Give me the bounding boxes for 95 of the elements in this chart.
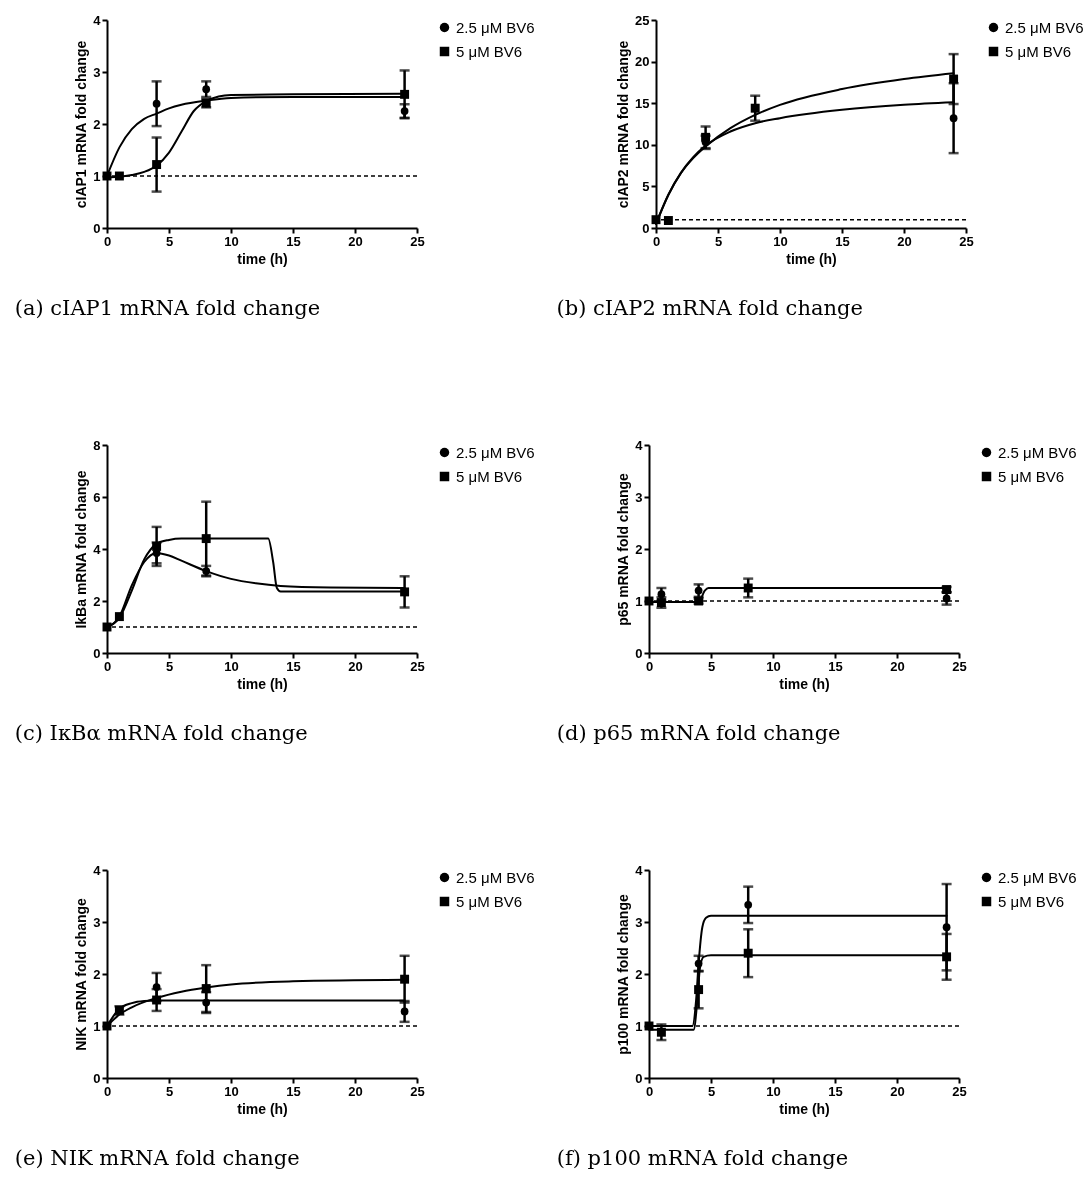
x-tick-label: 10 [224, 658, 239, 674]
legend-label: 5 μM BV6 [998, 467, 1065, 485]
legend-label: 5 μM BV6 [456, 42, 523, 60]
x-axis-title: time (h) [786, 250, 837, 267]
legend-label: 2.5 μM BV6 [456, 18, 535, 36]
y-tick-label: 1 [635, 1018, 643, 1034]
x-tick-label: 20 [890, 658, 905, 674]
x-axis-title: time (h) [237, 1100, 288, 1117]
y-tick-label: 4 [93, 862, 102, 878]
x-tick-label: 0 [103, 658, 112, 674]
x-tick-label: 15 [828, 1083, 843, 1099]
text: (d) p65 mRNA fold change [556, 721, 841, 745]
y-tick-label: 3 [635, 914, 643, 930]
x-tick-label: 15 [828, 658, 843, 674]
y-tick-label: 25 [635, 12, 650, 28]
legend-label: 5 μM BV6 [456, 467, 523, 485]
y-tick-label: 0 [642, 220, 650, 236]
x-tick-label: 5 [714, 233, 723, 249]
x-tick-label: 15 [286, 233, 301, 249]
y-tick-label: 0 [635, 645, 643, 661]
y-tick-label: 0 [93, 645, 101, 661]
x-tick-label: 0 [103, 233, 112, 249]
x-tick-label: 20 [348, 1083, 363, 1099]
y-tick-label: 4 [93, 541, 102, 557]
x-tick-label: 5 [165, 233, 174, 249]
y-axis-title: cIAP2 mRNA fold change [615, 40, 632, 209]
y-tick-label: 2 [635, 966, 643, 982]
y-axis-title: p65 mRNA fold change [615, 472, 632, 626]
text: (c) IκBα mRNA fold change [14, 721, 308, 745]
y-tick-label: 20 [635, 54, 650, 70]
y-axis-title: cIAP1 mRNA fold change [73, 40, 90, 209]
legend-label: 5 μM BV6 [998, 892, 1065, 910]
text: (b) cIAP2 mRNA fold change [556, 296, 863, 320]
x-tick-label: 25 [952, 658, 967, 674]
text: (a) cIAP1 mRNA fold change [14, 296, 321, 320]
x-tick-label: 20 [890, 1083, 905, 1099]
x-axis-title: time (h) [237, 250, 288, 267]
legend-label: 2.5 μM BV6 [456, 443, 535, 461]
y-axis-title: p100 mRNA fold change [615, 894, 632, 1055]
x-tick-label: 20 [348, 658, 363, 674]
x-tick-label: 0 [652, 233, 661, 249]
x-tick-label: 10 [224, 233, 239, 249]
x-tick-label: 15 [286, 658, 301, 674]
legend-label: 5 μM BV6 [1005, 42, 1072, 60]
x-tick-label: 10 [773, 233, 788, 249]
x-axis-title: time (h) [237, 675, 288, 692]
x-tick-label: 15 [286, 1083, 301, 1099]
y-tick-label: 1 [93, 1018, 101, 1034]
y-tick-label: 5 [642, 178, 650, 194]
y-tick-label: 1 [635, 593, 643, 609]
y-tick-label: 2 [635, 541, 643, 557]
y-tick-label: 3 [635, 489, 643, 505]
y-tick-label: 4 [635, 437, 644, 453]
x-tick-label: 20 [348, 233, 363, 249]
legend-label: 2.5 μM BV6 [998, 443, 1077, 461]
y-tick-label: 1 [93, 168, 101, 184]
y-tick-label: 3 [93, 914, 101, 930]
y-axis-title: IkBa mRNA fold change [73, 470, 90, 629]
x-tick-label: 5 [707, 658, 716, 674]
y-tick-label: 0 [93, 220, 101, 236]
x-tick-label: 25 [410, 233, 425, 249]
y-tick-label: 10 [635, 137, 650, 153]
y-tick-label: 15 [635, 95, 650, 111]
y-tick-label: 0 [635, 1070, 643, 1086]
y-tick-label: 2 [93, 966, 101, 982]
x-tick-label: 25 [410, 658, 425, 674]
y-tick-label: 8 [93, 437, 101, 453]
text: (f) p100 mRNA fold change [556, 1146, 849, 1170]
x-tick-label: 0 [103, 1083, 112, 1099]
x-tick-label: 25 [410, 1083, 425, 1099]
y-tick-label: 0 [93, 1070, 101, 1086]
x-tick-label: 25 [952, 1083, 967, 1099]
x-tick-label: 20 [897, 233, 912, 249]
y-tick-label: 3 [93, 64, 101, 80]
legend-label: 5 μM BV6 [456, 892, 523, 910]
x-tick-label: 15 [835, 233, 850, 249]
legend-label: 2.5 μM BV6 [998, 868, 1077, 886]
text: (e) NIK mRNA fold change [14, 1146, 300, 1170]
y-tick-label: 2 [93, 116, 101, 132]
legend-label: 2.5 μM BV6 [1005, 18, 1084, 36]
x-tick-label: 5 [165, 1083, 174, 1099]
x-tick-label: 10 [766, 1083, 781, 1099]
y-tick-label: 6 [93, 489, 101, 505]
x-tick-label: 5 [165, 658, 174, 674]
x-tick-label: 5 [707, 1083, 716, 1099]
x-tick-label: 25 [959, 233, 974, 249]
y-tick-label: 4 [635, 862, 644, 878]
x-tick-label: 10 [224, 1083, 239, 1099]
y-tick-label: 2 [93, 593, 101, 609]
x-axis-title: time (h) [779, 675, 830, 692]
x-tick-label: 10 [766, 658, 781, 674]
x-axis-title: time (h) [779, 1100, 830, 1117]
y-axis-title: NIK mRNA fold change [73, 897, 90, 1051]
y-tick-label: 4 [93, 12, 102, 28]
legend-label: 2.5 μM BV6 [456, 868, 535, 886]
